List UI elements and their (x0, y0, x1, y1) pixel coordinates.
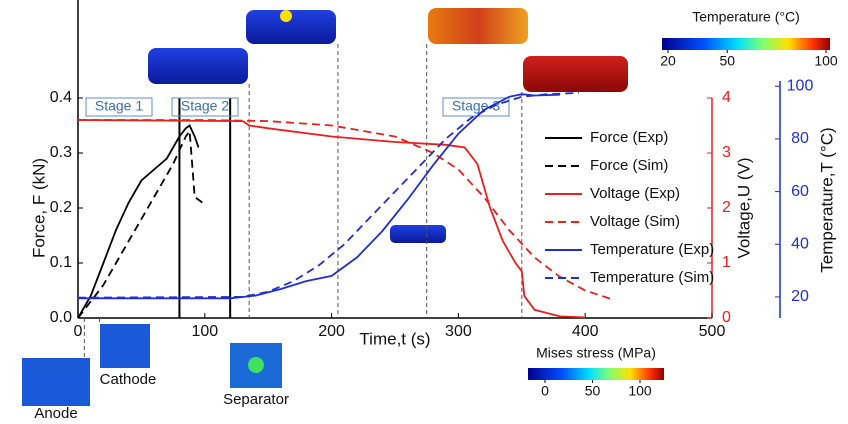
legend-label: Temperature (Sim) (590, 269, 714, 286)
cell-images (22, 8, 628, 406)
stress-image (22, 358, 90, 406)
series-line (77, 92, 579, 299)
stage-label: Stage 2 (181, 98, 229, 114)
series-line (78, 119, 611, 300)
y2-tick-label: 3 (722, 144, 731, 161)
x-tick-label: 0 (74, 323, 83, 340)
legend-label: Force (Exp) (590, 129, 668, 146)
image-label: Anode (34, 405, 77, 422)
y3-tick-label: 20 (791, 288, 809, 305)
colorbar-tick-label: 50 (719, 53, 735, 69)
colorbar-tick-label: 100 (814, 53, 838, 69)
colorbar-tick-label: 100 (628, 383, 652, 399)
stage-box (442, 97, 510, 117)
series-line (77, 128, 203, 319)
stress-spot (248, 357, 264, 373)
colorbar-tick-label: 50 (585, 383, 601, 399)
y-tick-label: 0.3 (50, 144, 72, 161)
series-line (77, 124, 200, 319)
y2-tick-label: 2 (722, 199, 731, 216)
cell-image (523, 56, 628, 92)
y2-tick-label: 1 (722, 254, 731, 271)
stage-label: Stage 3 (452, 98, 500, 114)
hot-spot (280, 10, 292, 22)
y-tick-label: 0.1 (50, 254, 72, 271)
y3-axis-label: Temperature,T (°C) (817, 127, 836, 272)
x-tick-label: 100 (191, 323, 218, 340)
colorbar (528, 368, 664, 380)
x-tick-label: 200 (318, 323, 345, 340)
y-axis-label: Force, F (kN) (29, 158, 48, 258)
colorbar (662, 38, 830, 50)
stress-image (100, 324, 150, 368)
y2-tick-label: 0 (722, 309, 731, 326)
y3-tick-label: 40 (791, 235, 809, 252)
colorbar-title: Temperature (°C) (692, 9, 800, 25)
image-label: Separator (223, 391, 289, 408)
image-label: Cathode (100, 371, 157, 388)
colorbar-tick-label: 20 (660, 53, 676, 69)
y3-tick-label: 80 (791, 130, 809, 147)
y3-tick-label: 60 (791, 183, 809, 200)
cell-image (148, 48, 248, 84)
y-tick-label: 0.0 (50, 309, 72, 326)
cell-image (390, 225, 446, 243)
x-tick-label: 400 (572, 323, 599, 340)
legend-label: Voltage (Exp) (590, 185, 680, 202)
x-axis-label: Time,t (s) (359, 329, 430, 348)
colorbar-title: Mises stress (MPa) (536, 345, 656, 361)
cell-image (246, 10, 336, 44)
stage-box (171, 97, 239, 117)
series-line (77, 119, 586, 319)
series-line (78, 93, 560, 300)
x-tick-label: 500 (699, 323, 726, 340)
y2-tick-label: 4 (722, 89, 731, 106)
legend-label: Temperature (Exp) (590, 241, 714, 258)
y2-axis-label: Voltage,U (V) (734, 157, 753, 258)
cell-image (428, 8, 528, 44)
legend-label: Force (Sim) (590, 157, 668, 174)
stage-box (85, 97, 153, 117)
y3-tick-label: 100 (787, 77, 814, 94)
y-tick-label: 0.4 (50, 89, 72, 106)
stage-label: Stage 1 (95, 98, 143, 114)
y-tick-label: 0.2 (50, 199, 72, 216)
x-tick-label: 300 (445, 323, 472, 340)
colorbar-tick-label: 0 (541, 383, 549, 399)
legend-label: Voltage (Sim) (590, 213, 680, 230)
